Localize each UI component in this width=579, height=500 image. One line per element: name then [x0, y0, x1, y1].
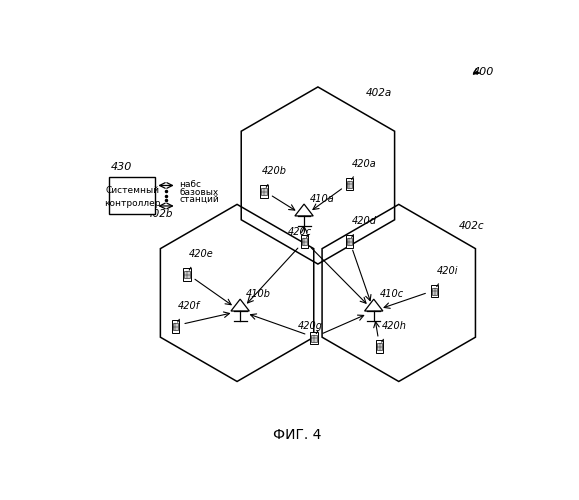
Bar: [346, 236, 353, 248]
Polygon shape: [295, 204, 313, 216]
Text: 410a: 410a: [310, 194, 335, 204]
Bar: [184, 271, 190, 278]
Text: базовых: базовых: [179, 188, 218, 196]
Bar: [260, 186, 268, 198]
Text: 430: 430: [111, 162, 133, 172]
Bar: [173, 323, 178, 330]
Bar: [347, 180, 352, 188]
Bar: [171, 320, 179, 332]
Text: 402c: 402c: [459, 220, 484, 230]
Text: 420c: 420c: [288, 227, 313, 237]
Text: 410c: 410c: [379, 289, 404, 299]
Bar: [432, 288, 437, 294]
Bar: [183, 268, 191, 280]
Text: Системный: Системный: [105, 186, 159, 194]
Text: контроллер: контроллер: [104, 200, 160, 208]
Bar: [109, 178, 155, 214]
Bar: [377, 343, 382, 350]
Bar: [347, 238, 352, 246]
Bar: [302, 238, 307, 246]
Text: 420g: 420g: [298, 322, 323, 332]
Bar: [261, 188, 267, 196]
Text: 410b: 410b: [246, 289, 271, 299]
Text: набс: набс: [179, 180, 201, 189]
Bar: [431, 284, 438, 297]
Text: 420a: 420a: [351, 158, 376, 168]
Text: 420d: 420d: [351, 216, 376, 226]
Bar: [312, 334, 317, 342]
Text: станций: станций: [179, 195, 219, 204]
Text: 400: 400: [472, 66, 494, 76]
Text: 402a: 402a: [366, 88, 393, 98]
Text: 420i: 420i: [437, 266, 458, 276]
Bar: [310, 332, 318, 344]
Text: 420e: 420e: [189, 249, 214, 259]
Polygon shape: [231, 299, 250, 311]
Text: 402b: 402b: [146, 209, 173, 219]
Text: 420f: 420f: [177, 301, 200, 311]
Polygon shape: [365, 299, 383, 311]
Text: 420h: 420h: [382, 321, 406, 331]
Bar: [346, 178, 353, 190]
Bar: [301, 236, 308, 248]
Bar: [376, 340, 383, 352]
Text: 420b: 420b: [262, 166, 287, 176]
Text: ФИГ. 4: ФИГ. 4: [273, 428, 321, 442]
